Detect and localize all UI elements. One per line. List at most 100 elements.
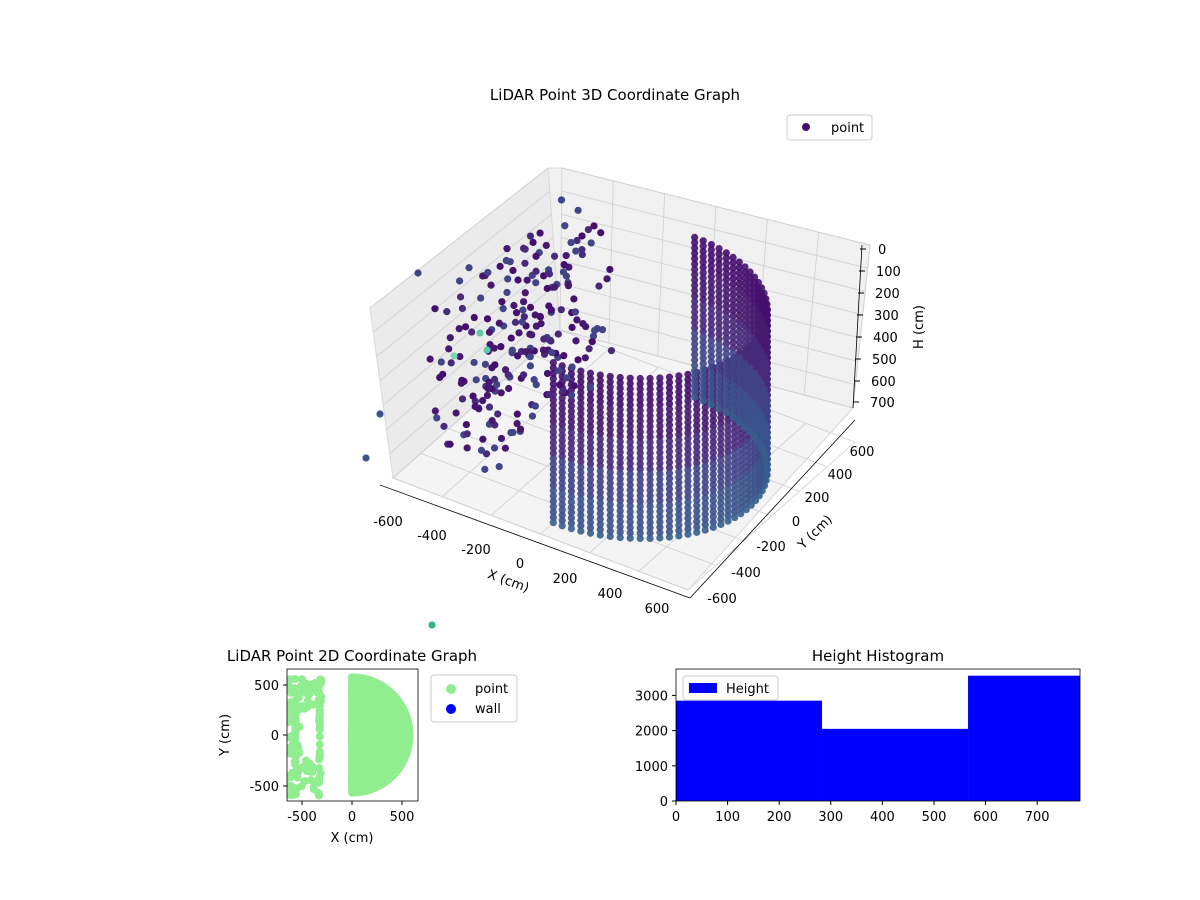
lidar-point [722,281,730,289]
lidar-point [626,411,634,420]
lidar-point [606,265,614,274]
lidar-point [636,518,644,527]
lidar-point [577,516,585,525]
lidar-point [717,494,725,502]
lidar-point [746,295,754,303]
lidar-point [570,382,578,390]
lidar-point [735,359,743,368]
lidar-point [556,381,564,389]
lidar-point [741,316,749,324]
lidar-point [549,492,557,500]
lidar-point [626,438,634,446]
legend-marker-wall [446,704,456,714]
lidar-point [636,417,644,425]
lidar-point [675,494,683,503]
lidar-point [484,268,492,277]
lidar-point [452,409,460,417]
lidar-point [737,451,745,459]
lidar-point [598,326,607,334]
lidar-point [497,434,506,443]
lidar-point [684,461,692,469]
lidar-point [458,376,466,384]
lidar-point [699,269,707,277]
lidar-point [684,429,692,437]
lidar-point [715,314,723,322]
lidar-point [729,253,737,261]
lidar-point [684,376,692,384]
lidar-point [741,386,749,394]
histogram-bar [676,700,823,801]
lidar-point [656,433,664,441]
lidar-point [737,430,745,438]
lidar-point [523,276,531,284]
lidar-point [656,406,664,414]
lidar-point [731,439,739,447]
lidar-point [470,313,478,322]
lidar-point [636,412,644,420]
lidar-point [701,430,709,438]
lidar-point [684,440,692,448]
lidar-outlier-point [376,410,384,418]
lidar-point [735,370,743,378]
lidar-point [586,412,595,420]
lidar-point [558,516,566,525]
lidar-point [646,433,654,441]
lidar-point [731,471,739,479]
lidar-point [626,379,634,388]
lidar-point [549,465,557,473]
lidar-point [707,347,715,355]
lidar-point [577,495,585,503]
lidar-point [707,374,715,382]
lidar-point [606,388,614,397]
lidar-point [665,522,674,531]
lidar-point [707,251,715,259]
lidar-outlier-point [450,352,458,360]
lidar-point [724,421,732,429]
lidar-point [481,360,489,368]
lidar-point [699,237,707,245]
lidar-point [656,390,664,398]
lidar-point [701,505,709,513]
lidar-point [656,385,664,393]
lidar-point [596,419,604,427]
lidar-point [757,444,766,452]
lidar-point [699,301,707,309]
lidar-point [550,283,559,291]
lidar-point [709,465,717,473]
x-tick-label: 300 [818,810,843,825]
lidar-point [646,460,654,468]
lidar-point [699,359,707,368]
lidar-point [636,513,644,521]
lidar-point [665,453,674,461]
lidar-point [699,279,707,288]
lidar-point [636,534,644,543]
lidar-point [563,374,571,382]
lidar-point [586,406,595,415]
lidar-point [665,469,674,477]
scatter-point [287,688,296,697]
lidar-point [731,444,739,452]
lidar-point [675,489,683,497]
lidar-point [684,482,692,490]
lidar-point [483,315,492,323]
x-tick-label: 400 [598,587,623,602]
lidar-point [691,239,699,247]
lidar-point [760,449,768,457]
lidar-point [693,459,701,467]
lidar-point [616,453,624,462]
lidar-point [626,497,634,505]
lidar-point [665,458,674,467]
lidar-point [455,325,463,333]
lidar-point [691,388,699,396]
lidar-point [691,340,699,348]
lidar-point [646,417,654,425]
lidar-point [549,364,557,372]
lidar-point [560,261,568,269]
lidar-point [549,503,557,511]
lidar-point [596,387,604,395]
x-tick-label: -600 [373,515,403,530]
x-tick-label: 0 [348,810,356,825]
lidar-point [722,387,730,396]
lidar-point [675,532,683,540]
lidar-point [665,506,674,515]
